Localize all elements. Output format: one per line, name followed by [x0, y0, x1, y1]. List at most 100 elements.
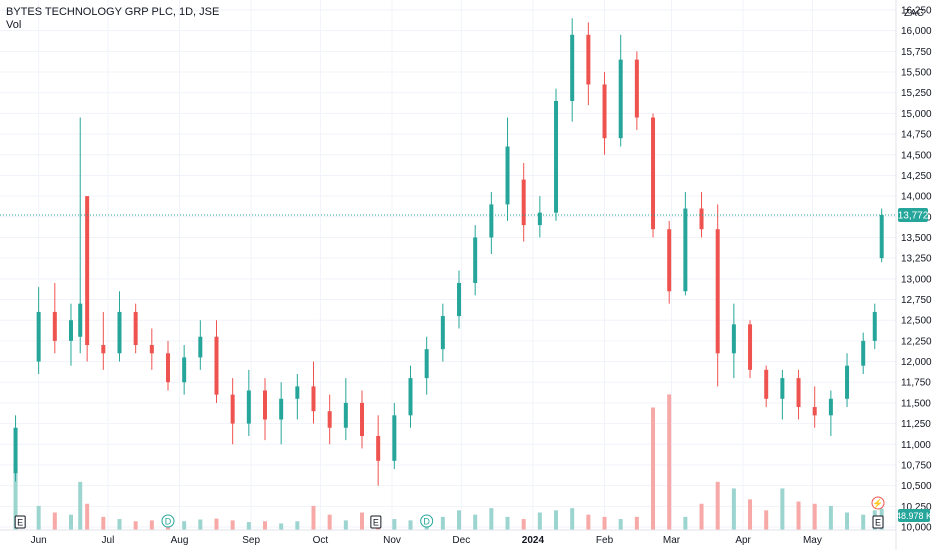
- candle-body: [343, 402, 348, 428]
- price-axis[interactable]: 10,000 10,250 10,500 10,750 11,000 11,250 11,5…: [901, 6, 932, 534]
- candle-body: [424, 349, 429, 379]
- volume-bar: [230, 520, 235, 530]
- time-axis[interactable]: Jun Jul Aug Sep Oct Nov Dec 2024 Feb Mar Apr May: [31, 535, 822, 546]
- candle-body: [52, 311, 57, 341]
- candle-body: [796, 378, 801, 408]
- volume-bar: [489, 508, 494, 530]
- dividend-icon: [420, 514, 434, 528]
- candle-body: [683, 208, 688, 292]
- candle-body: [715, 229, 720, 354]
- y-tick-label: 13,250: [901, 254, 932, 265]
- volume-label: Vol: [6, 19, 22, 31]
- y-tick-label: 12,750: [901, 295, 932, 306]
- x-tick-label: Dec: [452, 535, 470, 546]
- y-tick-label: 16,000: [901, 26, 932, 37]
- y-tick-label: 10,000: [901, 523, 932, 534]
- volume-bar: [602, 516, 607, 530]
- volume-bar: [618, 519, 623, 530]
- y-tick-label: 12,000: [901, 357, 932, 368]
- candle-body: [198, 336, 203, 358]
- x-tick-label: Sep: [242, 535, 260, 546]
- dividend-marker[interactable]: D: [161, 514, 175, 528]
- volume-bar: [473, 514, 478, 530]
- candle-body: [861, 340, 866, 366]
- volume-bar: [440, 516, 445, 530]
- volume-bar: [36, 505, 41, 530]
- x-tick-label: May: [803, 535, 822, 546]
- lightning-icon: [871, 496, 885, 510]
- volume-bar: [149, 520, 154, 530]
- candle-body: [295, 386, 300, 399]
- event-markers[interactable]: E D E D ⚡ E: [14, 496, 885, 529]
- volume-bar: [198, 519, 203, 530]
- volume-bar: [699, 503, 704, 530]
- y-tick-label: 14,000: [901, 192, 932, 203]
- price-candles: [13, 18, 884, 486]
- x-tick-label: Jul: [102, 535, 115, 546]
- volume-bar: [537, 512, 542, 530]
- volume-bar: [85, 503, 90, 530]
- volume-bar: [634, 516, 639, 530]
- candle-body: [149, 345, 154, 354]
- candle-body: [13, 427, 18, 474]
- candle-body: [586, 34, 591, 85]
- candle-body: [828, 398, 833, 416]
- volume-bar: [554, 510, 559, 530]
- volume-bar: [13, 464, 18, 530]
- y-tick-label: 12,500: [901, 316, 932, 327]
- y-tick-label: 11,750: [901, 378, 931, 389]
- candle-body: [699, 208, 704, 230]
- x-tick-label: Jun: [31, 535, 47, 546]
- volume-bar: [392, 519, 397, 530]
- y-tick-label: 15,500: [901, 68, 932, 79]
- earnings-icon: [370, 515, 382, 529]
- last-price-badge: 13,772: [898, 207, 929, 222]
- y-tick-label: 15,750: [901, 47, 932, 58]
- candle-body: [667, 229, 672, 292]
- volume-bar: [586, 514, 591, 530]
- candle-body: [845, 365, 850, 399]
- candle-body: [78, 303, 83, 337]
- volume-bar: [68, 514, 73, 530]
- candle-body: [85, 196, 90, 346]
- candle-body: [731, 324, 736, 354]
- candle-body: [327, 411, 332, 428]
- dividend-marker[interactable]: D: [420, 514, 434, 528]
- y-tick-label: 13,500: [901, 233, 932, 244]
- y-tick-label: 14,750: [901, 130, 932, 141]
- volume-bar: [683, 516, 688, 530]
- candle-body: [182, 357, 187, 383]
- earnings-marker[interactable]: E: [14, 515, 26, 529]
- candle-body: [812, 407, 817, 416]
- volume-bar: [78, 481, 83, 530]
- candle-body: [165, 353, 170, 383]
- volume-bar: [861, 514, 866, 530]
- candle-body: [214, 336, 219, 395]
- y-tick-label: 15,250: [901, 88, 932, 99]
- candle-body: [618, 59, 623, 139]
- volume-bar: [828, 505, 833, 530]
- y-tick-label: 10,500: [901, 481, 932, 492]
- candle-body: [262, 390, 267, 420]
- volume-bar: [262, 521, 267, 530]
- earnings-icon: [14, 515, 26, 529]
- currency-label: ZAC: [904, 8, 924, 19]
- candle-body: [457, 282, 462, 317]
- candle-body: [133, 311, 138, 346]
- volume-bar: [667, 394, 672, 530]
- candle-body: [879, 214, 884, 259]
- volume-bars: [13, 394, 884, 530]
- volume-bar: [651, 407, 656, 530]
- volume-bar: [408, 520, 413, 530]
- candle-body: [376, 436, 381, 461]
- earnings-marker[interactable]: E: [872, 515, 884, 529]
- y-tick-label: 13,000: [901, 274, 932, 285]
- svg-text:48.978 K: 48.978 K: [896, 511, 932, 521]
- marker-label: E: [875, 518, 881, 528]
- candle-body: [570, 34, 575, 101]
- earnings-marker[interactable]: E: [370, 515, 382, 529]
- split-alert-marker[interactable]: ⚡: [871, 496, 885, 510]
- marker-label: D: [165, 517, 172, 527]
- candle-body: [360, 402, 365, 437]
